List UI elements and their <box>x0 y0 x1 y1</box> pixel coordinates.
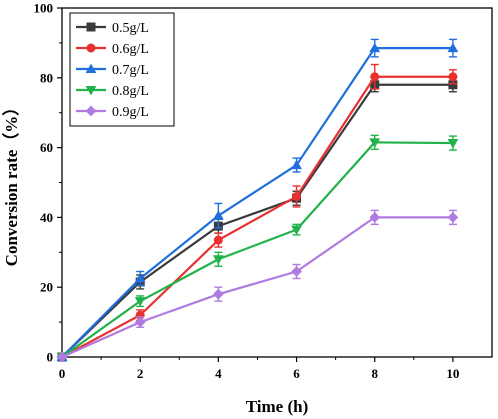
legend: 0.5g/L 0.6g/L 0.7g/L 0.8g/L 0.9g/L <box>69 12 175 127</box>
data-point <box>134 273 146 283</box>
series-layer <box>56 38 459 363</box>
data-point <box>369 212 381 223</box>
y-tick-label: 60 <box>40 140 53 155</box>
legend-item: 0.5g/L <box>76 21 149 36</box>
data-point <box>369 138 381 148</box>
x-tick-label: 6 <box>293 366 300 381</box>
legend-item: 0.9g/L <box>76 105 149 120</box>
data-point <box>134 316 146 328</box>
data-point <box>447 139 459 149</box>
legend-marker <box>86 43 96 53</box>
data-point <box>134 297 146 307</box>
x-tick-label: 8 <box>371 366 378 381</box>
legend-marker <box>85 85 97 96</box>
series-line <box>61 47 453 358</box>
data-point <box>212 210 224 220</box>
x-tick-label: 4 <box>215 366 222 381</box>
data-point <box>447 42 459 53</box>
y-tick-label: 0 <box>47 350 54 365</box>
data-point <box>448 72 458 82</box>
data-point <box>213 235 223 245</box>
data-point <box>291 266 302 277</box>
data-point <box>56 351 68 363</box>
data-point <box>292 191 302 201</box>
data-point <box>212 255 224 265</box>
y-tick-label: 80 <box>40 70 53 85</box>
data-point <box>370 72 380 82</box>
series-line <box>61 141 453 358</box>
data-point <box>212 288 224 300</box>
legend-label: 0.9g/L <box>112 105 149 120</box>
y-axis-title: Conversion rate（%） <box>1 99 21 267</box>
legend-marker <box>85 105 97 117</box>
y-tick-label: 20 <box>40 280 53 295</box>
data-point <box>291 159 302 170</box>
series-0.9g/L <box>56 209 459 363</box>
legend-item: 0.6g/L <box>76 42 149 57</box>
legend-label: 0.7g/L <box>112 63 149 78</box>
x-tick-label: 10 <box>446 366 459 381</box>
data-point <box>448 80 458 90</box>
legend-label: 0.8g/L <box>112 84 149 99</box>
x-tick-label: 2 <box>137 366 144 381</box>
legend-marker <box>86 22 96 32</box>
series-line <box>61 216 453 359</box>
data-point <box>447 212 459 223</box>
series-0.8g/L <box>56 134 459 363</box>
y-tick-label: 100 <box>34 1 54 16</box>
x-axis-title: Time (h) <box>246 397 309 416</box>
series-line <box>61 75 453 358</box>
legend-item: 0.7g/L <box>76 63 149 78</box>
legend-label: 0.5g/L <box>112 21 149 36</box>
y-tick-label: 40 <box>40 210 53 225</box>
series-line <box>61 83 453 358</box>
data-point <box>369 42 381 53</box>
legend-label: 0.6g/L <box>112 42 149 57</box>
legend-item: 0.8g/L <box>76 84 149 99</box>
data-point <box>291 225 302 236</box>
x-tick-label: 0 <box>59 366 66 381</box>
legend-marker <box>85 63 97 74</box>
